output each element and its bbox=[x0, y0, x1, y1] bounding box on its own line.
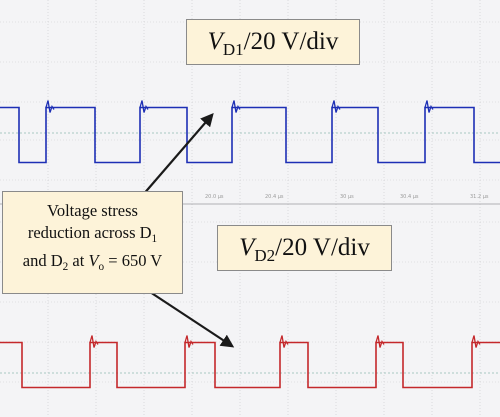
channel-1-symbol: V bbox=[207, 28, 223, 55]
x-tick-labels: 20.0 μs 20.4 μs 30 μs 30.4 μs 31.2 μs bbox=[205, 194, 489, 200]
channel-1-trace bbox=[0, 106, 500, 164]
x-tick-label: 30.4 μs bbox=[400, 194, 419, 200]
annotation-line-3-mid: at bbox=[68, 250, 89, 270]
annotation-line-3-value: = 650 V bbox=[104, 250, 163, 270]
channel-1-ringing bbox=[331, 100, 341, 113]
annotation-line-3-text: and D bbox=[22, 250, 63, 270]
channel-1-ringing bbox=[424, 100, 434, 113]
channel-2-ringing bbox=[184, 335, 194, 348]
channel-1-ringing bbox=[231, 100, 241, 113]
channel-1-ringing bbox=[45, 100, 55, 113]
annotation-line-2-text: reduction across D bbox=[27, 223, 152, 242]
channel-2-scale: /20 V/div bbox=[275, 234, 370, 261]
arrow-to-channel-1 bbox=[141, 113, 214, 197]
channel-1-subscript: D1 bbox=[222, 39, 244, 59]
annotation-line-3-subscript: 2 bbox=[62, 260, 69, 273]
annotation-line-3: and D2 at Vo = 650 V bbox=[3, 250, 182, 278]
annotation-line-3-variable-subscript: o bbox=[98, 260, 105, 273]
voltage-stress-annotation: Voltage stress reduction across D1 and D… bbox=[2, 191, 183, 294]
channel-1-scale: /20 V/div bbox=[243, 28, 339, 55]
channel-2-ringing bbox=[375, 335, 385, 348]
channel-2-ringing bbox=[89, 335, 99, 348]
channel-1-ringing bbox=[139, 100, 149, 113]
x-tick-label: 30 μs bbox=[340, 194, 354, 200]
channel-1-label: VD1/20 V/div bbox=[186, 19, 360, 65]
channel-2-label: VD2/20 V/div bbox=[217, 225, 392, 271]
x-tick-label: 20.4 μs bbox=[265, 194, 284, 200]
channel-2-symbol: V bbox=[239, 234, 255, 261]
annotation-line-1: Voltage stress bbox=[47, 201, 138, 220]
annotation-line-2-subscript: 1 bbox=[151, 232, 158, 245]
annotation-arrows bbox=[141, 113, 235, 348]
channel-2-ringing bbox=[471, 335, 481, 348]
x-tick-label: 20.0 μs bbox=[205, 194, 224, 200]
annotation-line-2: reduction across D1 bbox=[3, 222, 182, 250]
x-tick-label: 31.2 μs bbox=[470, 194, 489, 200]
channel-2-ringing bbox=[279, 335, 289, 348]
arrow-to-channel-2 bbox=[149, 291, 235, 348]
channel-2-subscript: D2 bbox=[254, 245, 276, 265]
channel-2-trace bbox=[0, 341, 500, 389]
annotation-line-3-variable: V bbox=[88, 250, 99, 270]
traces bbox=[0, 100, 500, 389]
